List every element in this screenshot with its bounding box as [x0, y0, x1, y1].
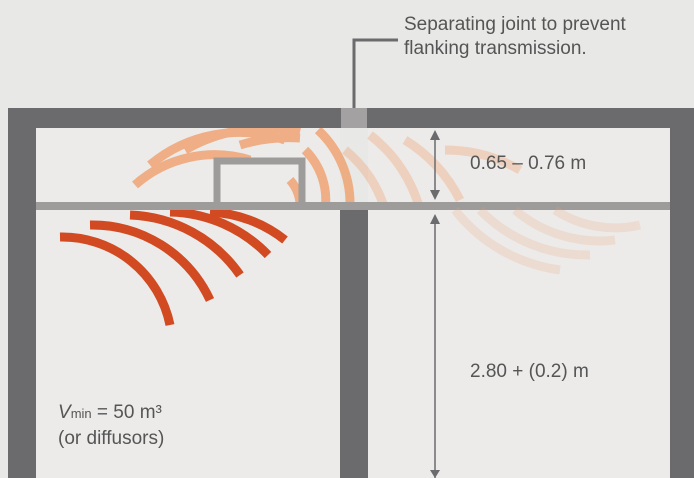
separating-joint: [341, 108, 367, 128]
callout-line-2: flanking transmission.: [404, 38, 587, 59]
callout-line-1: Separating joint to prevent: [404, 14, 626, 35]
callout-text: Separating joint to prevent flanking tra…: [404, 13, 689, 61]
room-interior-right: [368, 128, 670, 478]
volume-label: Vmin = 50 m³: [58, 401, 162, 426]
suspended-ceiling: [36, 202, 670, 210]
ceiling-height-label: 0.65 – 0.76 m: [470, 153, 587, 174]
double-headed-arrow-icon: [430, 130, 440, 478]
volume-note: (or diffusors): [58, 428, 165, 449]
volume-symbol: V: [58, 402, 71, 423]
callout-leader-line: [352, 38, 398, 110]
transmitted-sound-waves-icon: [451, 206, 642, 275]
volume-value: = 50 m³: [91, 402, 162, 423]
partition-wall: [340, 210, 368, 478]
volume-subscript: min: [70, 406, 92, 421]
ceiling-fixture: [213, 157, 306, 206]
source-sound-waves-icon: [59, 210, 288, 326]
outer-wall-left: [8, 108, 36, 478]
room-height-label: 2.80 + (0.2) m: [470, 361, 589, 382]
outer-wall-right: [670, 108, 694, 478]
